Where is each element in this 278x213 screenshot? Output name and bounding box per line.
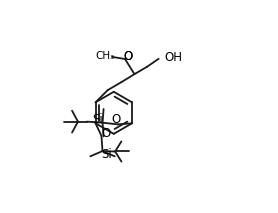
Text: O: O: [123, 50, 132, 63]
Text: OH: OH: [165, 51, 183, 64]
Text: O: O: [101, 127, 110, 140]
Text: O: O: [112, 113, 121, 126]
Text: Si: Si: [101, 148, 112, 161]
Text: O: O: [123, 50, 132, 63]
Text: CH₃: CH₃: [96, 51, 115, 61]
Text: Si: Si: [92, 113, 103, 126]
